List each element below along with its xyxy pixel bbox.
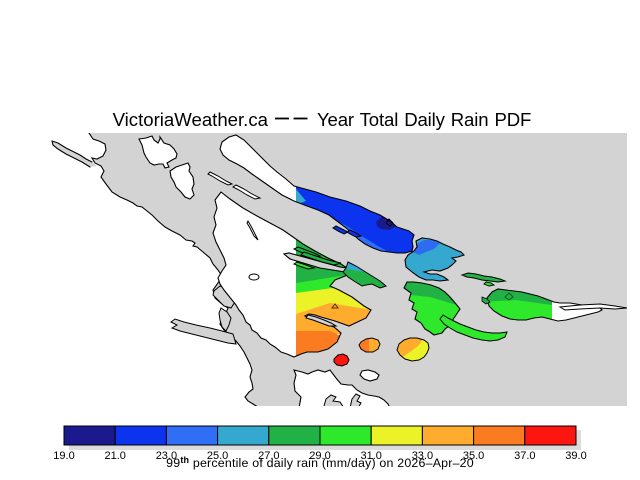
svg-text:25.0: 25.0 <box>207 450 228 462</box>
svg-text:35.0: 35.0 <box>463 450 484 462</box>
svg-text:39.0: 39.0 <box>565 450 586 462</box>
svg-text:99th percentile of daily rain: 99th percentile of daily rain (mm/day) o… <box>166 455 474 470</box>
svg-text:29.0: 29.0 <box>309 450 330 462</box>
svg-text:21.0: 21.0 <box>104 450 125 462</box>
svg-text:37.0: 37.0 <box>514 450 535 462</box>
svg-text:33.0: 33.0 <box>412 450 433 462</box>
svg-text:Year Total Daily Rain PDF: Year Total Daily Rain PDF <box>317 109 531 130</box>
svg-text:VictoriaWeather.ca: VictoriaWeather.ca <box>113 109 269 130</box>
svg-text:31.0: 31.0 <box>360 450 381 462</box>
svg-text:23.0: 23.0 <box>156 450 177 462</box>
svg-text:27.0: 27.0 <box>258 450 279 462</box>
svg-text:19.0: 19.0 <box>53 450 74 462</box>
